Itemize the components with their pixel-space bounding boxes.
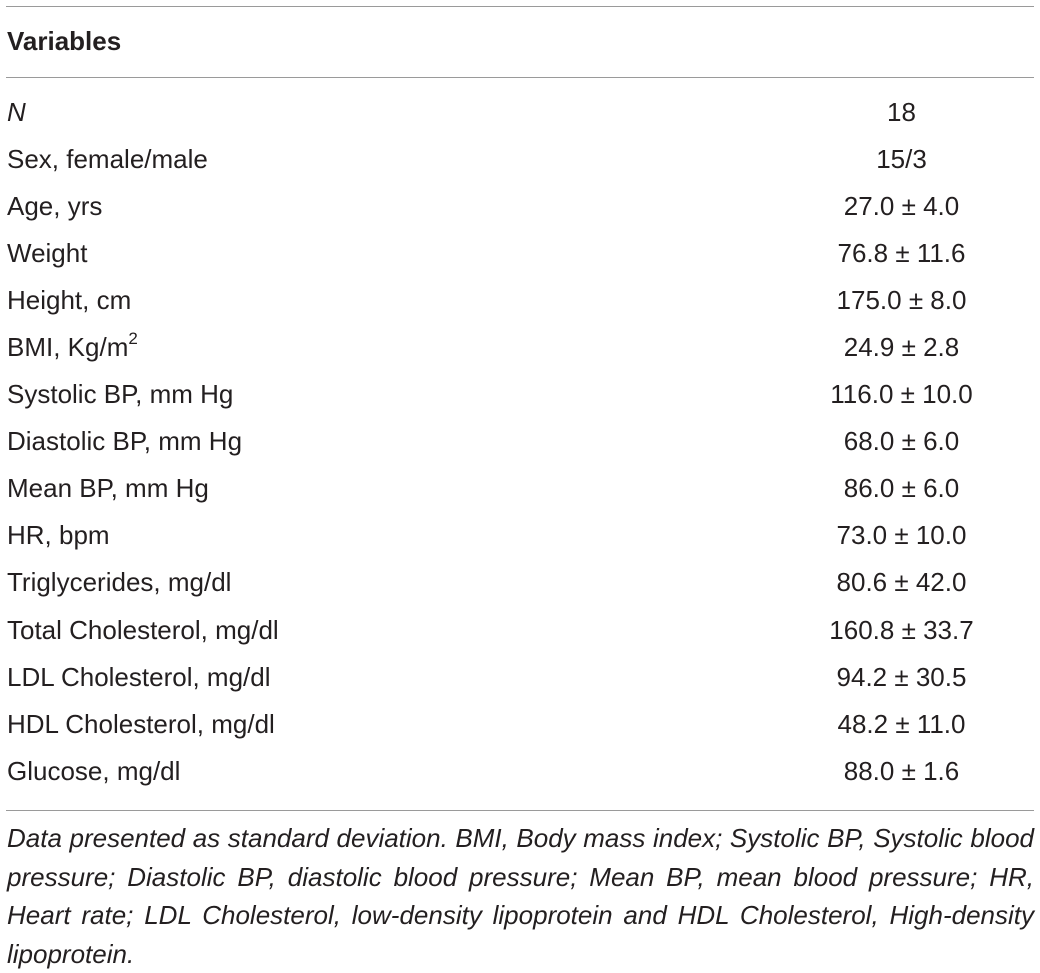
table-row: Height, cm 175.0 ± 8.0 <box>0 276 1040 323</box>
row-label: Triglycerides, mg/dl <box>7 567 232 598</box>
row-value: 76.8 ± 11.6 <box>837 237 966 268</box>
row-label: Height, cm <box>7 284 132 315</box>
row-label: LDL Cholesterol, mg/dl <box>7 661 271 692</box>
row-value: 80.6 ± 42.0 <box>836 567 967 598</box>
table-row: Mean BP, mm Hg 86.0 ± 6.0 <box>0 465 1040 512</box>
row-label: Systolic BP, mm Hg <box>7 379 234 410</box>
row-value: 18 <box>887 96 916 127</box>
table-row: Total Cholesterol, mg/dl 160.8 ± 33.7 <box>0 606 1040 653</box>
table-row: Sex, female/male 15/3 <box>0 135 1040 182</box>
table-row: Triglycerides, mg/dl 80.6 ± 42.0 <box>0 559 1040 606</box>
table-footnote: Data presented as standard deviation. BM… <box>7 823 1034 969</box>
row-label-text: BMI, Kg/m <box>7 332 129 363</box>
row-label: Mean BP, mm Hg <box>7 473 209 504</box>
row-label: Total Cholesterol, mg/dl <box>7 614 279 645</box>
row-label: N <box>7 96 26 127</box>
row-value: 48.2 ± 11.0 <box>837 708 966 739</box>
row-value: 73.0 ± 10.0 <box>836 520 967 551</box>
row-value: 94.2 ± 30.5 <box>836 661 967 692</box>
table-row: Diastolic BP, mm Hg 68.0 ± 6.0 <box>0 418 1040 465</box>
row-label-superscript: 2 <box>128 329 138 349</box>
table-row: Age, yrs 27.0 ± 4.0 <box>0 182 1040 229</box>
row-label: Weight <box>7 237 88 268</box>
row-label: HR, bpm <box>7 520 110 551</box>
row-value: 24.9 ± 2.8 <box>843 332 960 363</box>
table-row: LDL Cholesterol, mg/dl 94.2 ± 30.5 <box>0 653 1040 700</box>
row-label: BMI, Kg/m2 <box>0 323 707 370</box>
table-row: N 18 <box>0 88 1040 135</box>
row-value: 88.0 ± 1.6 <box>843 755 960 786</box>
row-value: 116.0 ± 10.0 <box>830 379 973 410</box>
table-top-rule <box>6 6 1034 7</box>
table-row: Glucose, mg/dl 88.0 ± 1.6 <box>0 747 1040 794</box>
row-value: 175.0 ± 8.0 <box>836 284 967 315</box>
row-value: 86.0 ± 6.0 <box>843 473 960 504</box>
header-rule <box>6 77 1034 78</box>
table-body: N 18 Sex, female/male 15/3 Age, yrs 27.0… <box>0 88 1040 794</box>
column-header-variables: Variables <box>7 26 122 56</box>
table-row: HR, bpm 73.0 ± 10.0 <box>0 512 1040 559</box>
row-label: Age, yrs <box>7 190 103 221</box>
row-label: HDL Cholesterol, mg/dl <box>7 708 275 739</box>
table-row: Systolic BP, mm Hg 116.0 ± 10.0 <box>0 371 1040 418</box>
row-label: Glucose, mg/dl <box>7 755 181 786</box>
row-label: Sex, female/male <box>7 143 208 174</box>
row-value: 160.8 ± 33.7 <box>829 614 974 645</box>
row-value: 68.0 ± 6.0 <box>843 426 960 457</box>
row-value: 15/3 <box>876 143 927 174</box>
table-row: Weight 76.8 ± 11.6 <box>0 229 1040 276</box>
table-bottom-rule <box>6 810 1034 811</box>
row-value: 27.0 ± 4.0 <box>843 190 960 221</box>
table-row: BMI, Kg/m2 24.9 ± 2.8 <box>0 323 1040 370</box>
row-label: Diastolic BP, mm Hg <box>7 426 243 457</box>
table-row: HDL Cholesterol, mg/dl 48.2 ± 11.0 <box>0 700 1040 747</box>
